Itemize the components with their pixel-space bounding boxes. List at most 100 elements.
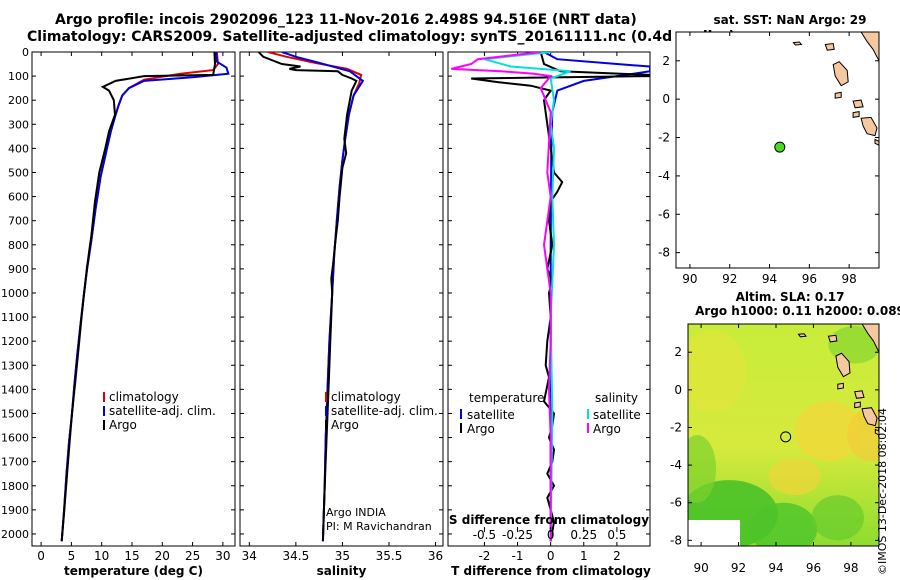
depth-tick-label: 1600 — [1, 432, 29, 445]
sla-anomaly-patch — [688, 435, 717, 503]
map-x-tick-label: 92 — [722, 272, 737, 286]
depth-tick-label: 1000 — [1, 287, 29, 300]
map-x-tick-label: 92 — [731, 561, 746, 575]
depth-tick-label: 600 — [8, 191, 29, 204]
island — [792, 41, 803, 46]
island — [874, 428, 879, 436]
island — [860, 116, 878, 137]
depth-tick-label: 1300 — [1, 359, 29, 372]
legend-label: climatology — [109, 390, 179, 404]
legend-label: climatology — [331, 390, 401, 404]
legend-label: satellite — [593, 408, 641, 422]
argo-float-marker — [774, 141, 786, 153]
no-data-region — [688, 520, 740, 546]
map-y-tick-label: -2 — [658, 131, 670, 145]
x-tick-label: 30 — [215, 549, 230, 563]
map-frame — [675, 31, 880, 269]
sla-map-title: Altim. SLA: 0.17 — [736, 290, 845, 304]
depth-tick-label: 500 — [8, 166, 29, 179]
legend-label: satellite-adj. clim. — [109, 404, 216, 418]
x-tick-label: 34.5 — [283, 549, 310, 563]
sst-map: 90 92 94 96 98 2 0 -2 -4 -6 -8 sat. SST: NaN Argo: … — [658, 13, 880, 286]
depth-tick-label: 700 — [8, 215, 29, 228]
x-tick-label: 20 — [155, 549, 170, 563]
x-tick-label: -2 — [478, 549, 490, 563]
temperature-frame — [31, 51, 236, 547]
map-x-tick-label: 90 — [682, 272, 697, 286]
s-axis-tick-label: 0.25 — [570, 528, 597, 542]
x-tick-label: 10 — [94, 549, 109, 563]
depth-tick-label: 300 — [8, 118, 29, 131]
s-axis-tick-label: 0 — [547, 528, 555, 542]
map-frame — [687, 323, 880, 547]
map-y-tick-label: 0 — [662, 92, 670, 106]
x-tick-label: 25 — [185, 549, 200, 563]
island — [837, 382, 844, 390]
legend-label: satellite — [467, 408, 515, 422]
sumatra-coast — [861, 324, 879, 353]
depth-tick-label: 1100 — [1, 311, 29, 324]
map-x-tick-label: 90 — [693, 561, 708, 575]
x-tick-label: 35.5 — [376, 549, 403, 563]
depth-tick-label: 800 — [8, 239, 29, 252]
map-x-tick-label: 98 — [843, 561, 858, 575]
map-y-tick-label: 2 — [662, 54, 670, 68]
island — [854, 401, 861, 409]
x-tick-label: -1 — [512, 549, 524, 563]
legend-label: Argo — [467, 422, 495, 436]
depth-tick-label: 400 — [8, 142, 29, 155]
sst-map-title: sat. SST: NaN Argo: 29 — [713, 13, 866, 27]
legend-label: satellite-adj. clim. — [331, 404, 438, 418]
map-y-tick-label: -4 — [670, 458, 682, 472]
map-y-tick-label: -6 — [658, 207, 670, 221]
depth-tick-label: 1900 — [1, 504, 29, 517]
map-y-tick-label: 0 — [674, 383, 682, 397]
s-axis-tick-label: -0.5 — [473, 528, 496, 542]
depth-tick-label: 1700 — [1, 456, 29, 469]
legend-title-temperature: temperature — [469, 391, 544, 405]
differences-xlabel: T difference from climatology — [451, 564, 651, 578]
depth-tick-label: 1800 — [1, 480, 29, 493]
argo-program-annotation: Argo INDIA — [326, 506, 386, 519]
argo-program-annotation: PI: M Ravichandran — [326, 520, 432, 533]
sla-anomaly-patch — [749, 502, 818, 546]
legend-label: Argo — [331, 418, 359, 432]
salinity-frame — [239, 51, 444, 547]
s-axis-tick-label: 0.5 — [607, 528, 626, 542]
x-tick-label: 1 — [580, 549, 588, 563]
map-y-tick-label: -2 — [670, 420, 682, 434]
map-y-tick-label: -6 — [670, 496, 682, 510]
salinity-xlabel: salinity — [317, 564, 367, 578]
sla-map: 90 92 94 96 98 2 0 -2 -4 -6 -8 Altim. SLA: 0.17Argo… — [670, 290, 900, 575]
depth-tick-label: 1200 — [1, 335, 29, 348]
depth-tick-label: 900 — [8, 263, 29, 276]
map-y-tick-label: -8 — [658, 246, 670, 260]
island — [824, 42, 835, 51]
map-x-tick-label: 96 — [806, 561, 821, 575]
x-tick-label: 5 — [68, 549, 76, 563]
map-x-tick-label: 94 — [768, 561, 783, 575]
s-axis-tick-label: -0.25 — [502, 528, 533, 542]
island — [861, 407, 878, 427]
x-tick-label: 0 — [547, 549, 555, 563]
depth-tick-label: 200 — [8, 94, 29, 107]
sla-anomaly-patch — [794, 401, 863, 462]
map-x-tick-label: 96 — [802, 272, 817, 286]
s-axis-label: S difference from climatology — [449, 513, 649, 527]
legend-label: Argo — [593, 422, 621, 436]
map-y-tick-label: -4 — [658, 169, 670, 183]
x-tick-label: 0 — [37, 549, 45, 563]
depth-tick-label: 100 — [8, 70, 29, 83]
x-tick-label: 35 — [335, 549, 350, 563]
legend-title-salinity: salinity — [595, 391, 638, 405]
series-line-argo — [60, 52, 217, 542]
legend-label: Argo — [109, 418, 137, 432]
island — [874, 138, 879, 146]
island — [835, 352, 851, 378]
sla-map-subtitle: Argo h1000: 0.11 h2000: 0.089 — [695, 304, 900, 318]
depth-tick-label: 0 — [22, 46, 29, 59]
sumatra-coast — [860, 32, 879, 62]
x-tick-label: 34 — [242, 549, 257, 563]
depth-tick-label: 1400 — [1, 383, 29, 396]
